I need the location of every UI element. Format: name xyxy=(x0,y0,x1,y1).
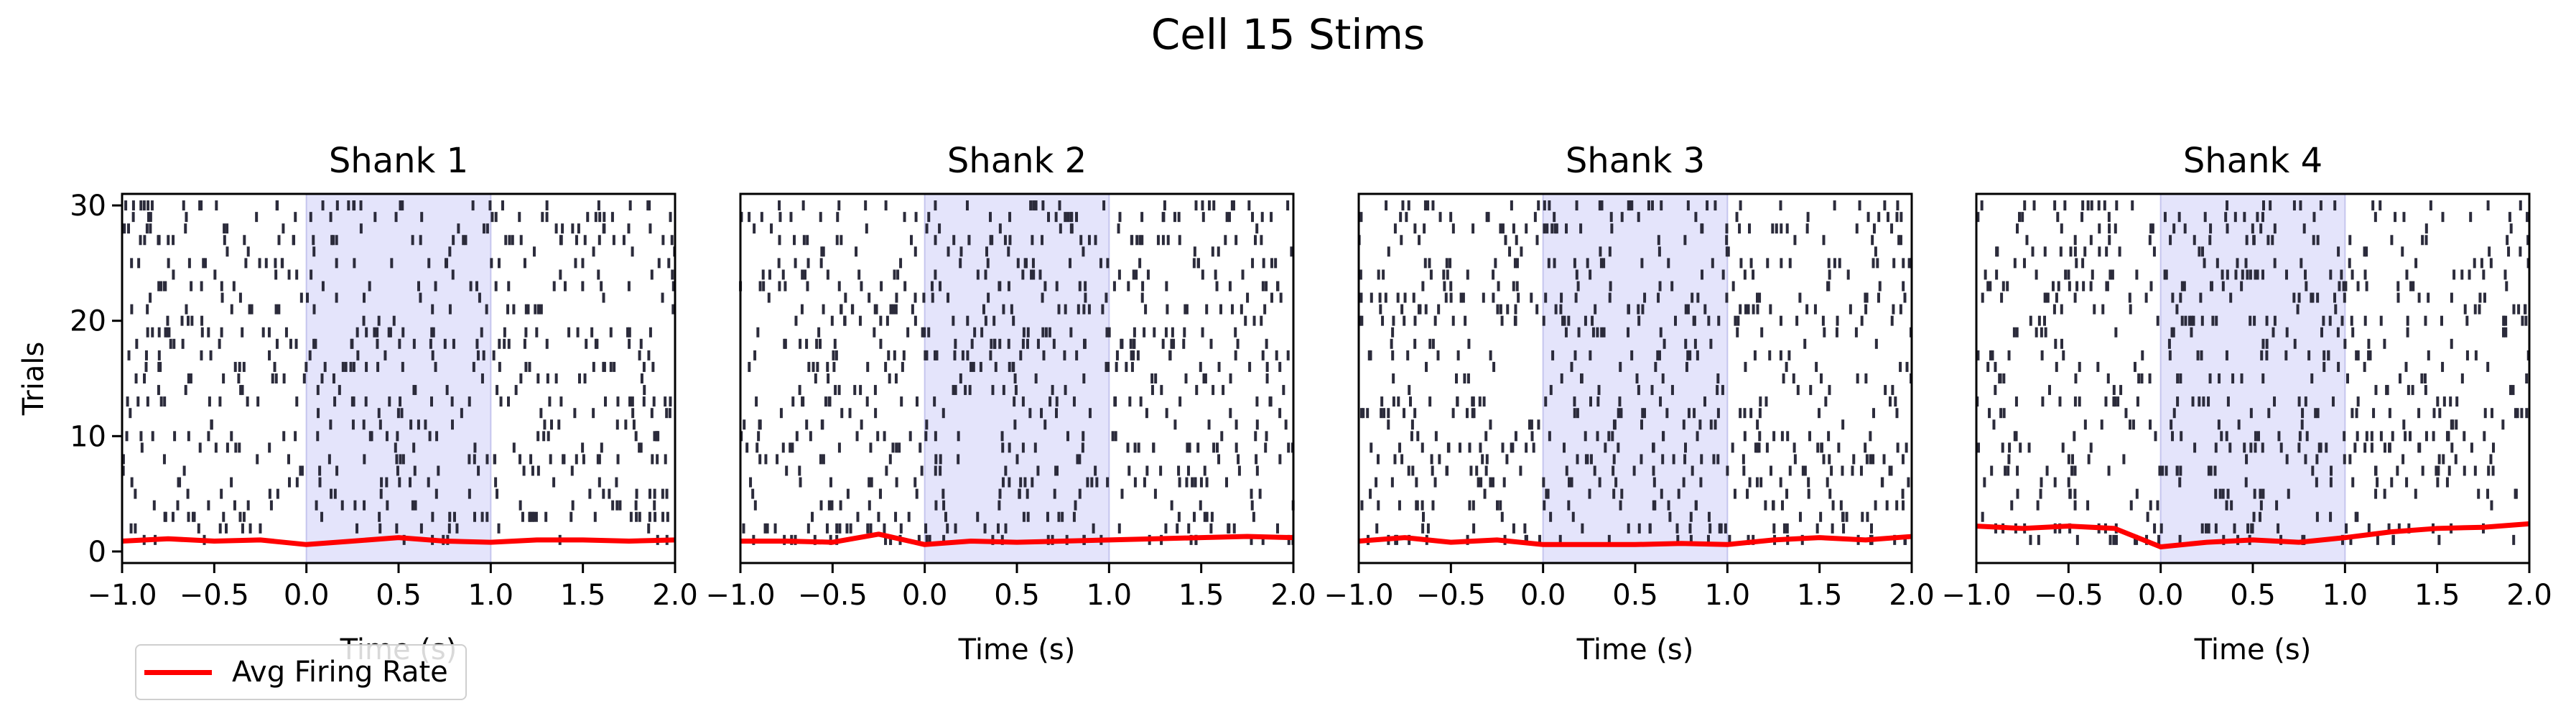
x-tick-label: 0.0 xyxy=(902,579,948,612)
x-tick-label: 1.5 xyxy=(1178,579,1224,612)
panel-shank-3: −1.0 −0.5 0.0 0.5 1.0 1.5 2.0 Shank 3 Time (s) xyxy=(1324,141,1934,666)
panel-shank-4: −1.0 −0.5 0.0 0.5 1.0 1.5 2.0 Shank 4 Time (s) xyxy=(1941,141,2552,666)
x-tick-label: −1.0 xyxy=(705,579,775,612)
legend-swatch-firing-rate xyxy=(144,669,212,675)
x-tick-label: −1.0 xyxy=(87,579,157,612)
x-tick-label: −1.0 xyxy=(1941,579,2011,612)
spike-raster xyxy=(1357,200,1913,545)
x-tick-label: 0.0 xyxy=(1520,579,1566,612)
panel-title: Shank 4 xyxy=(2183,141,2322,181)
panel-title: Shank 2 xyxy=(947,141,1087,181)
x-tick-label: 1.5 xyxy=(1797,579,1843,612)
firing-rate-line xyxy=(740,531,1294,547)
x-tick-label: −0.5 xyxy=(180,579,249,612)
firing-rate-line xyxy=(1976,521,2530,550)
legend-label: Avg Firing Rate xyxy=(232,656,448,689)
x-axis-label: Time (s) xyxy=(1576,633,1694,666)
x-tick-label: 1.0 xyxy=(468,579,514,612)
figure-title: Cell 15 Stims xyxy=(1150,10,1426,59)
firing-rate-line xyxy=(1358,534,1912,547)
x-tick-label: 1.0 xyxy=(2322,579,2368,612)
stim-window-shade xyxy=(305,193,492,564)
x-tick-label: 2.0 xyxy=(652,579,698,612)
y-tick-label: 0 xyxy=(88,536,106,569)
x-tick-label: 0.5 xyxy=(1612,579,1658,612)
x-tick-label: −0.5 xyxy=(798,579,868,612)
x-tick-label: 2.0 xyxy=(2506,579,2552,612)
y-tick-label: 30 xyxy=(70,190,106,223)
y-tick-label: 20 xyxy=(70,305,106,338)
x-tick-label: 0.0 xyxy=(2138,579,2184,612)
x-tick-label: −0.5 xyxy=(2034,579,2103,612)
x-axis-label: Time (s) xyxy=(2194,633,2312,666)
x-axis-label: Time (s) xyxy=(958,633,1076,666)
y-axis-label: Trials xyxy=(17,342,50,417)
x-tick-label: 2.0 xyxy=(1889,579,1935,612)
stim-window-shade xyxy=(1542,193,1729,564)
x-tick-label: 2.0 xyxy=(1270,579,1316,612)
x-tick-label: 1.0 xyxy=(1087,579,1133,612)
panel-shank-2: −1.0 −0.5 0.0 0.5 1.0 1.5 2.0 Shank 2 Time (s) xyxy=(705,141,1316,666)
y-tick-label: 10 xyxy=(70,420,106,453)
x-tick-label: −1.0 xyxy=(1324,579,1393,612)
x-tick-label: 1.0 xyxy=(1705,579,1751,612)
panel-title: Shank 1 xyxy=(329,141,468,181)
x-tick-label: 0.5 xyxy=(376,579,422,612)
panel-title: Shank 3 xyxy=(1566,141,1705,181)
x-tick-label: 0.5 xyxy=(2230,579,2276,612)
stim-window-shade xyxy=(924,193,1110,564)
spike-raster xyxy=(121,200,676,545)
x-tick-label: −0.5 xyxy=(1416,579,1486,612)
spike-raster xyxy=(739,200,1295,545)
x-tick-label: 0.0 xyxy=(284,579,330,612)
stim-window-shade xyxy=(2159,193,2346,564)
firing-rate-line xyxy=(121,535,676,547)
legend: Avg Firing Rate xyxy=(135,644,467,700)
x-tick-label: 1.5 xyxy=(2414,579,2460,612)
x-tick-label: 0.5 xyxy=(994,579,1040,612)
x-tick-label: 1.5 xyxy=(560,579,606,612)
